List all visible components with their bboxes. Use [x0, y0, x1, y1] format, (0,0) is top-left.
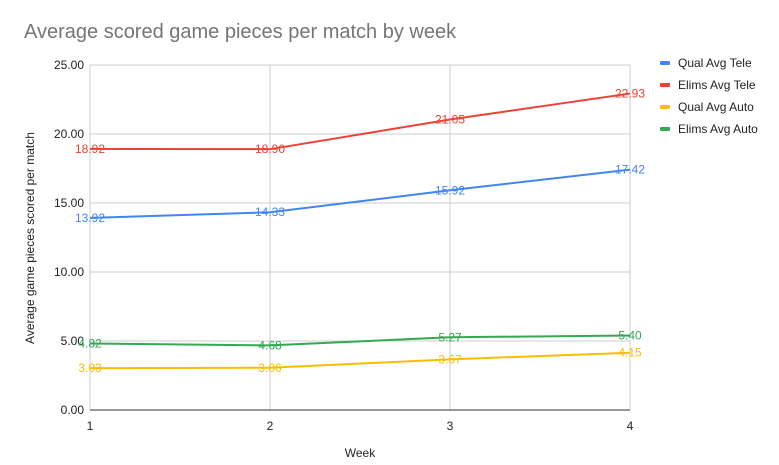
x-tick-label: 1: [87, 419, 94, 433]
legend-entry: Qual Avg Tele: [678, 56, 752, 70]
y-tick-label: 0.00: [61, 403, 85, 417]
data-label: 3.06: [258, 361, 282, 375]
legend-swatch: [660, 105, 670, 109]
series-line-elims-avg-tele: [89, 92, 631, 151]
x-tick-label: 3: [447, 419, 454, 433]
legend-entry: Elims Avg Tele: [678, 78, 756, 92]
data-label: 15.92: [435, 183, 465, 197]
legend-swatch: [660, 61, 670, 65]
y-tick-label: 20.00: [54, 127, 84, 141]
data-label: 22.93: [615, 87, 645, 101]
x-tick-label: 4: [627, 419, 634, 433]
data-label: 18.90: [255, 142, 285, 156]
series-layer: [89, 92, 631, 370]
series-line-qual-avg-tele: [89, 168, 631, 219]
y-axis-label: Average game pieces scored per match: [23, 132, 37, 344]
grid: [89, 64, 631, 410]
axes: 0.00 5.00 10.00 15.00 20.00 25.00 1 2 3 4: [54, 58, 634, 433]
y-tick-label: 25.00: [54, 58, 84, 72]
legend: Qual Avg Tele Elims Avg Tele Qual Avg Auto…: [660, 56, 758, 136]
legend-swatch: [660, 127, 670, 131]
legend-swatch: [660, 83, 670, 87]
data-label: 21.05: [435, 113, 465, 127]
x-tick-label: 2: [267, 419, 274, 433]
data-label: 4.82: [78, 336, 102, 350]
data-label: 13.92: [75, 211, 105, 225]
data-label: 5.40: [618, 328, 642, 342]
data-label: 5.27: [438, 330, 462, 344]
y-tick-label: 5.00: [61, 334, 85, 348]
data-label: 3.67: [438, 352, 462, 366]
data-label: 4.68: [258, 338, 282, 352]
legend-entry: Elims Avg Auto: [678, 122, 758, 136]
chart-title: Average scored game pieces per match by …: [24, 21, 457, 43]
data-label: 18.92: [75, 142, 105, 156]
data-label: 14.33: [255, 205, 285, 219]
data-label: 17.42: [615, 163, 645, 177]
y-tick-label: 10.00: [54, 265, 84, 279]
data-labels: 13.92 14.33 15.92 17.42 18.92 18.90 21.05 22.93…: [75, 87, 645, 376]
series-line-qual-avg-auto: [89, 351, 631, 370]
data-label: 4.15: [618, 346, 642, 360]
x-axis-label: Week: [345, 446, 376, 460]
legend-entry: Qual Avg Auto: [678, 100, 754, 114]
series-line-elims-avg-auto: [89, 334, 631, 347]
y-tick-label: 15.00: [54, 196, 84, 210]
data-label: 3.03: [78, 361, 102, 375]
